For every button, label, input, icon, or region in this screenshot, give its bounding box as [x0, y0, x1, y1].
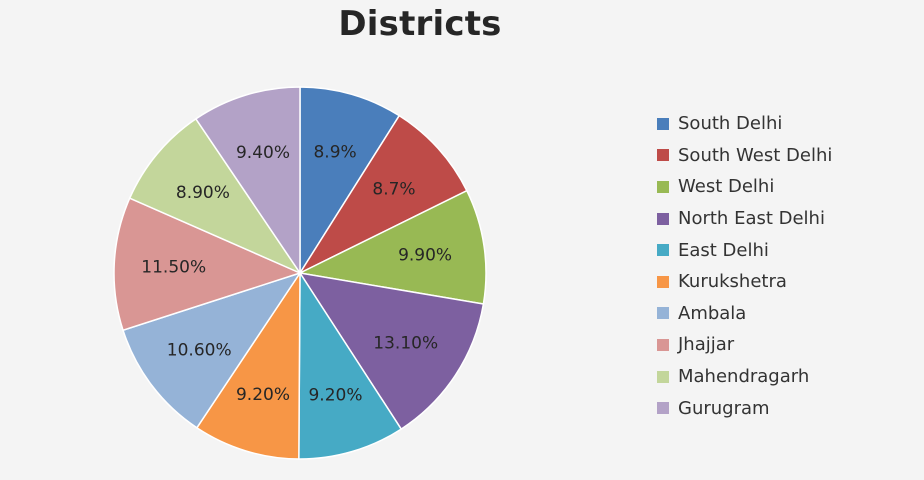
pie-slice-east-delhi	[298, 270, 403, 460]
legend-item-west-delhi: West Delhi	[657, 171, 832, 203]
legend: South Delhi South West Delhi West Delhi Nor…	[657, 108, 832, 424]
data-label-jhajjar: 11.50%	[141, 258, 206, 278]
legend-label: West Delhi	[678, 176, 775, 198]
legend-item-east-delhi: East Delhi	[657, 234, 832, 266]
legend-swatch	[657, 370, 669, 383]
pie-slice-gurugram	[194, 86, 301, 276]
data-label-west-delhi: 9.90%	[398, 246, 452, 266]
pie-slices	[113, 86, 487, 460]
legend-swatch	[657, 275, 669, 288]
legend-label: Gurugram	[678, 397, 770, 419]
legend-label: South West Delhi	[678, 144, 833, 166]
chart-title: Districts	[338, 4, 502, 44]
pie-slice-kurukshetra	[195, 270, 301, 460]
legend-label: Mahendragarh	[678, 366, 810, 388]
data-label-east-delhi: 9.20%	[308, 385, 362, 405]
legend-swatch	[657, 149, 669, 162]
legend-label: East Delhi	[678, 239, 769, 261]
data-label-kurukshetra: 9.20%	[236, 385, 290, 405]
data-label-south-west-delhi: 8.7%	[372, 179, 415, 199]
data-label-gurugram: 9.40%	[236, 143, 290, 163]
legend-label: Jhajjar	[678, 334, 735, 356]
legend-swatch	[657, 117, 669, 130]
legend-label: North East Delhi	[678, 208, 825, 230]
legend-swatch	[657, 180, 669, 193]
legend-swatch	[657, 307, 669, 320]
legend-item-north-east-delhi: North East Delhi	[657, 203, 832, 235]
data-label-south-delhi: 8.9%	[313, 143, 356, 163]
pie-slice-ambala	[122, 271, 302, 429]
legend-swatch	[657, 212, 669, 225]
pie-slice-north-east-delhi	[298, 271, 485, 431]
legend-label: Kurukshetra	[678, 271, 787, 293]
pie-slice-jhajjar	[113, 197, 303, 332]
pie-chart: 8.9% 8.7% 9.90% 13.10% 9.20% 9.20% 10.60% 11.50…	[113, 86, 487, 460]
legend-item-kurukshetra: Kurukshetra	[657, 266, 832, 298]
pie-slice-south-west-delhi	[297, 114, 468, 275]
legend-item-south-delhi: South Delhi	[657, 108, 832, 140]
legend-item-gurugram: Gurugram	[657, 392, 832, 424]
pie-labels: 8.9% 8.7% 9.90% 13.10% 9.20% 9.20% 10.60% 11.50…	[141, 143, 452, 406]
data-label-ambala: 10.60%	[167, 340, 232, 360]
legend-item-mahendragarh: Mahendragarh	[657, 361, 832, 393]
pie-slice-mahendragarh	[128, 117, 303, 275]
data-label-mahendragarh: 8.90%	[176, 183, 230, 203]
legend-label: Ambala	[678, 302, 747, 324]
data-label-north-east-delhi: 13.10%	[373, 334, 438, 354]
pie-slice-south-delhi	[299, 86, 401, 276]
pie-slice-west-delhi	[297, 189, 487, 305]
legend-item-jhajjar: Jhajjar	[657, 329, 832, 361]
legend-swatch	[657, 402, 669, 415]
legend-swatch	[657, 244, 669, 257]
legend-label: South Delhi	[678, 113, 783, 135]
legend-item-ambala: Ambala	[657, 298, 832, 330]
legend-item-south-west-delhi: South West Delhi	[657, 140, 832, 172]
legend-swatch	[657, 338, 669, 351]
